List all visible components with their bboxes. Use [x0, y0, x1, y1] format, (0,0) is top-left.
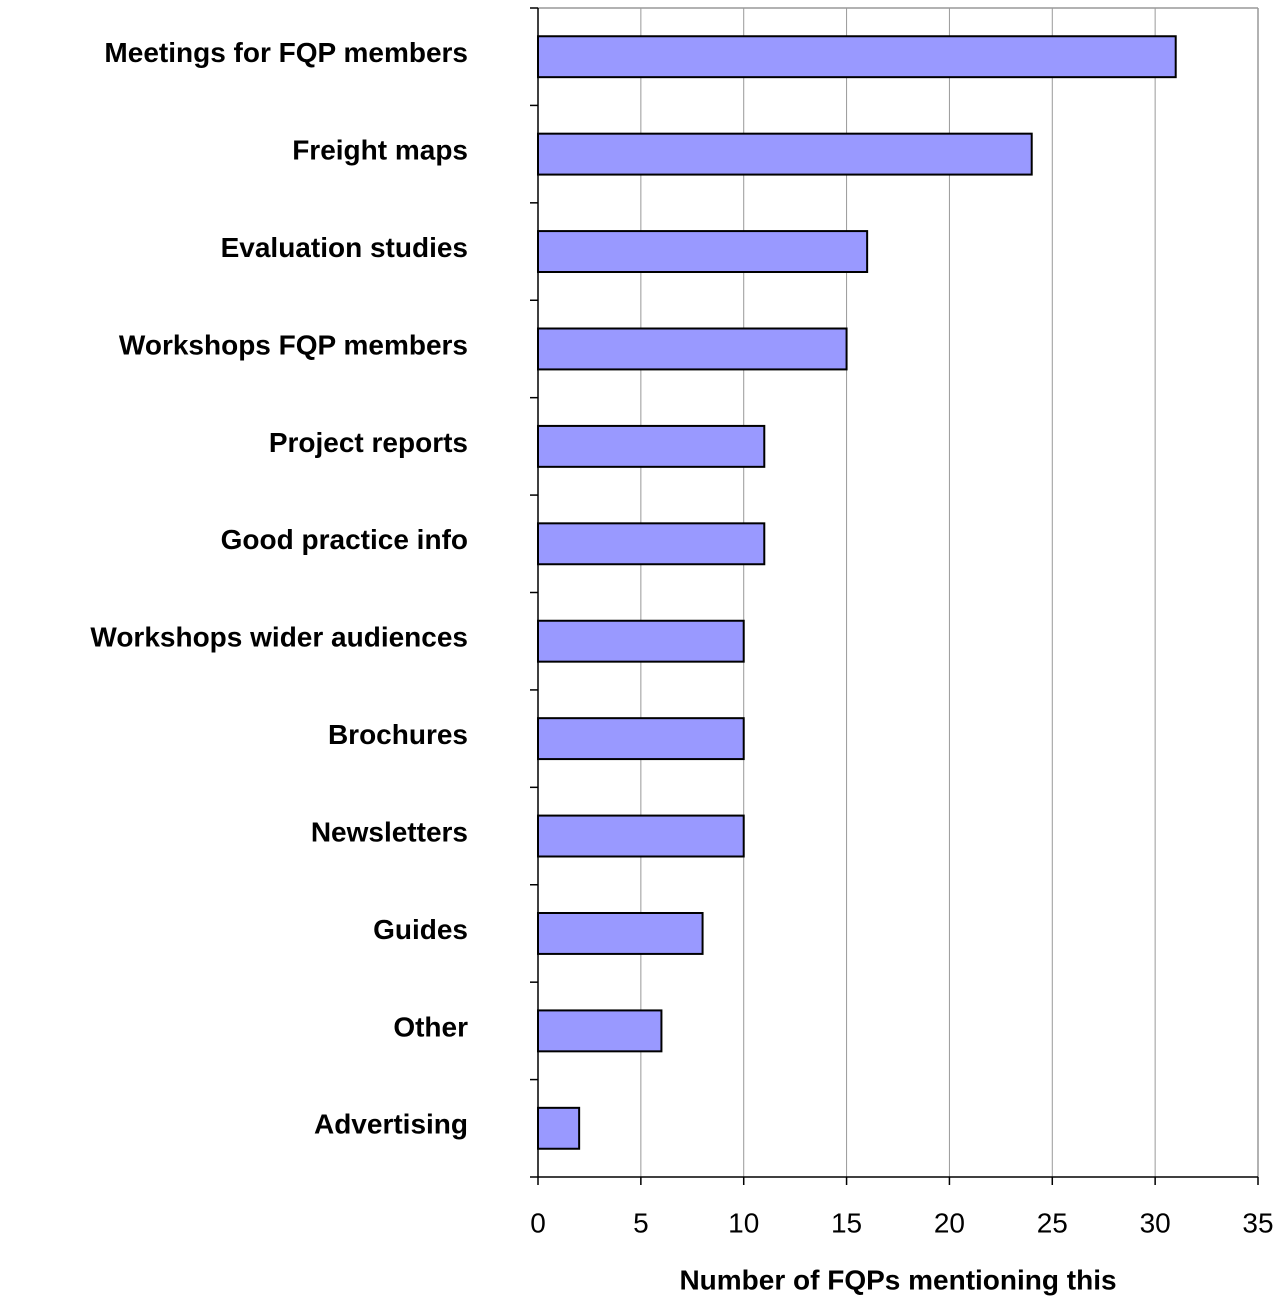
- y-tick-label: Meetings for FQP members: [104, 37, 468, 68]
- x-tick-label: 20: [934, 1207, 965, 1238]
- bar: [537, 35, 1177, 79]
- bar: [537, 132, 1033, 176]
- bar: [537, 814, 745, 858]
- bar: [537, 230, 869, 273]
- y-tick-label: Newsletters: [311, 816, 468, 847]
- bar: [537, 327, 848, 371]
- y-tick-label: Workshops wider audiences: [90, 622, 468, 653]
- y-tick-label: Evaluation studies: [221, 232, 468, 263]
- bar: [537, 1009, 663, 1053]
- x-tick-label: 25: [1037, 1207, 1068, 1238]
- y-tick-label: Other: [393, 1011, 468, 1042]
- y-tick-label: Good practice info: [221, 524, 468, 555]
- bar: [537, 912, 704, 955]
- bar: [537, 717, 745, 761]
- x-tick-label: 30: [1140, 1207, 1171, 1238]
- y-tick-label: Workshops FQP members: [119, 329, 468, 360]
- x-tick-label: 0: [530, 1207, 546, 1238]
- x-tick-label: 15: [831, 1207, 862, 1238]
- x-tick-label: 10: [728, 1207, 759, 1238]
- bar: [537, 424, 766, 468]
- x-tick-label: 35: [1242, 1207, 1273, 1238]
- y-tick-label: Project reports: [269, 427, 468, 458]
- y-tick-label: Freight maps: [292, 135, 468, 166]
- bar: [537, 1106, 581, 1150]
- x-tick-label: 5: [633, 1207, 649, 1238]
- y-tick-label: Advertising: [314, 1109, 468, 1140]
- x-axis-label: Number of FQPs mentioning this: [679, 1264, 1116, 1295]
- bar: [537, 522, 766, 566]
- y-tick-label: Guides: [373, 914, 468, 945]
- bar: [537, 619, 745, 663]
- y-tick-label: Brochures: [328, 719, 468, 750]
